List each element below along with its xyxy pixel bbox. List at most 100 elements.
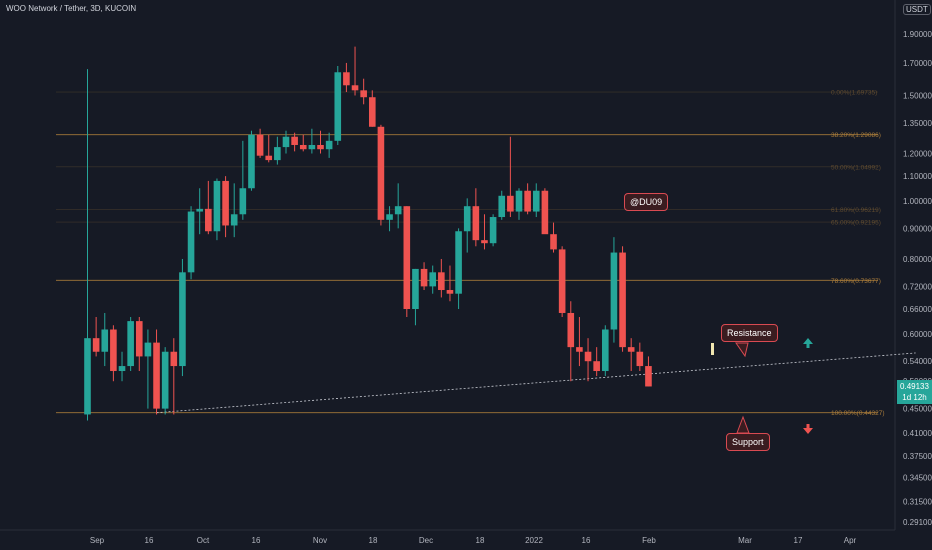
candle-body	[584, 351, 592, 362]
resistance-pointer	[735, 342, 749, 358]
candle-body	[507, 195, 514, 212]
candle-body	[118, 366, 126, 372]
candle-body	[205, 208, 212, 232]
candle-body	[567, 312, 575, 348]
time-tick-label: 16	[582, 536, 591, 545]
candle-body	[334, 72, 342, 141]
candle-body	[645, 366, 652, 387]
time-tick-label: 18	[476, 536, 485, 545]
candle-body	[230, 214, 238, 226]
fib-level-label: 50.00%(1.04992)	[831, 164, 881, 171]
candle-body	[481, 240, 488, 244]
time-tick-label: Oct	[197, 536, 210, 545]
candle-body	[291, 136, 298, 145]
candle-body	[343, 72, 350, 86]
down-arrow-icon	[803, 424, 813, 434]
candle-body	[299, 144, 307, 150]
candle-body	[222, 180, 229, 226]
price-tick-label: 0.45000	[903, 405, 932, 414]
candle-body	[274, 147, 281, 161]
candle-body	[463, 206, 471, 232]
price-tick-label: 0.54000	[903, 357, 932, 366]
price-tick-label: 1.10000	[903, 172, 932, 181]
price-tick-label: 0.90000	[903, 224, 932, 233]
price-tick-label: 0.29100	[903, 518, 932, 527]
candle-body	[368, 97, 376, 127]
time-tick-label: Mar	[738, 536, 752, 545]
candle-body	[239, 188, 247, 215]
time-tick-label: 16	[145, 536, 154, 545]
candle-body	[170, 351, 178, 367]
time-tick-label: Sep	[90, 536, 105, 545]
bar-countdown: 1d 12h	[902, 393, 927, 402]
price-tick-label: 0.80000	[903, 255, 932, 264]
fib-level-label: 61.80%(0.96219)	[831, 207, 881, 214]
candle-body	[256, 134, 264, 156]
price-tick-label: 1.70000	[903, 59, 932, 68]
candle-body	[196, 208, 203, 212]
resistance-callout: Resistance	[721, 324, 778, 342]
candle-body	[308, 144, 316, 150]
fib-level-label: 0.00%(1.69735)	[831, 90, 877, 97]
candle-body	[161, 351, 169, 409]
time-tick-label: 18	[369, 536, 378, 545]
candle-body	[179, 272, 186, 367]
candle-body	[394, 206, 402, 215]
candle-body	[541, 190, 549, 235]
price-tick-label: 0.66000	[903, 305, 932, 314]
candle-body	[317, 144, 324, 150]
price-tick-label: 0.34500	[903, 474, 932, 483]
up-arrow-icon	[803, 338, 813, 348]
candle-body	[420, 268, 428, 287]
currency-button[interactable]: USDT	[903, 4, 931, 15]
last-price: 0.49133	[900, 382, 929, 391]
candle-body	[248, 134, 255, 189]
chart-title: WOO Network / Tether, 3D, KUCOIN	[6, 4, 137, 13]
support-trendline	[156, 352, 916, 414]
candle-body	[558, 249, 566, 313]
candle-body	[627, 347, 635, 352]
candle-body	[498, 195, 506, 218]
candle-body	[84, 338, 91, 415]
candle-body	[135, 321, 143, 357]
price-tick-label: 1.35000	[903, 119, 932, 128]
candle-body	[144, 342, 152, 357]
author-handle-label: @DU09	[624, 193, 669, 211]
candle-body	[636, 351, 644, 367]
fib-level-label: 38.20%(1.29086)	[831, 132, 881, 139]
candle-body	[524, 190, 531, 212]
fib-level-label: 78.60%(0.73677)	[831, 278, 881, 285]
candle-body	[550, 234, 557, 250]
price-tick-label: 1.50000	[903, 91, 932, 100]
price-tick-label: 0.37500	[903, 452, 932, 461]
time-tick-label: 17	[794, 536, 803, 545]
price-tick-label: 1.20000	[903, 150, 932, 159]
time-tick-label: Nov	[313, 536, 327, 545]
candle-body	[610, 252, 618, 330]
support-callout: Support	[726, 433, 770, 451]
signal-marker	[711, 343, 714, 355]
fib-level-label: 100.00%(0.44327)	[831, 410, 885, 417]
price-tick-label: 1.90000	[903, 30, 932, 39]
candle-body	[532, 190, 540, 212]
candle-body	[403, 206, 411, 310]
price-tick-label: 1.00000	[903, 197, 932, 206]
candle-body	[412, 268, 419, 310]
candle-body	[377, 126, 385, 220]
time-tick-label: 2022	[525, 536, 543, 545]
candle-body	[455, 231, 462, 294]
last-price-tag: 0.49133 1d 12h	[897, 380, 932, 404]
candle-body	[101, 329, 109, 352]
candle-body	[325, 140, 333, 150]
candle-body	[187, 211, 195, 273]
candle-body	[360, 90, 367, 98]
candle-body	[472, 206, 480, 241]
time-tick-label: Feb	[642, 536, 656, 545]
candle-body	[153, 342, 160, 409]
candle-body	[619, 252, 626, 348]
support-pointer	[736, 415, 750, 434]
candle-body	[576, 347, 583, 352]
candle-body	[213, 180, 221, 232]
candle-body	[282, 136, 290, 148]
